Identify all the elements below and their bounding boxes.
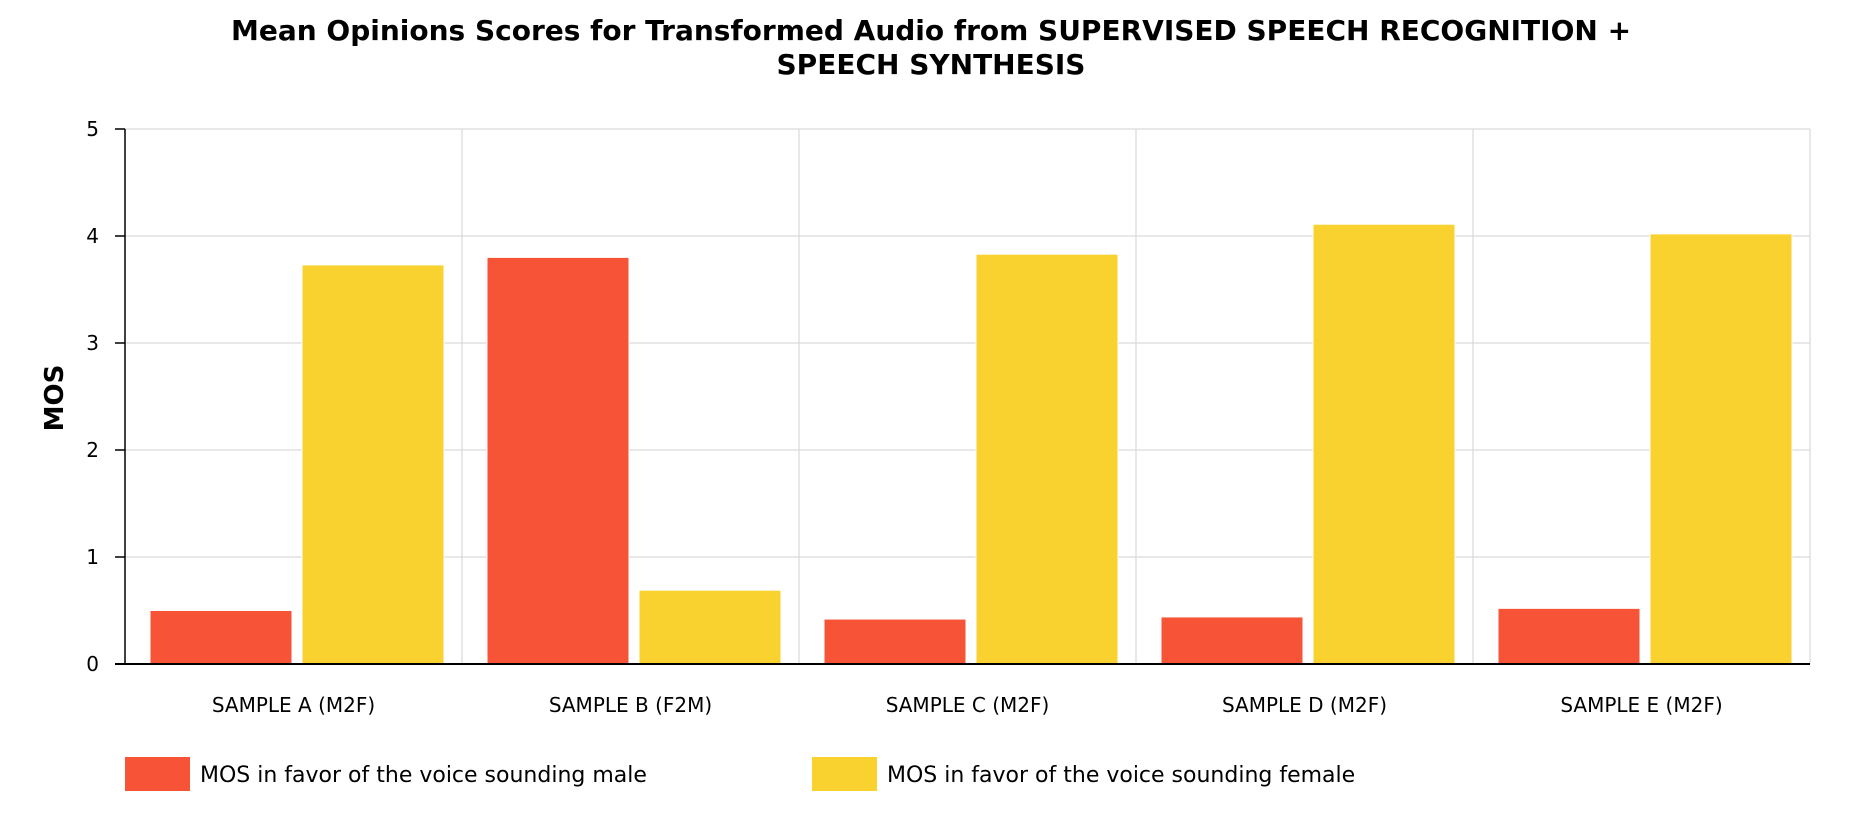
y-tick-label: 5	[86, 117, 99, 141]
y-tick-label: 4	[86, 224, 99, 248]
bars-layer	[149, 223, 1793, 665]
x-tick-label: SAMPLE A (M2F)	[212, 693, 375, 717]
bar-male-5	[1497, 607, 1641, 665]
y-tick-label: 1	[86, 545, 99, 569]
bar-female-2	[638, 589, 782, 665]
legend: MOS in favor of the voice sounding male M…	[125, 757, 1355, 791]
bar-female-4	[1312, 223, 1456, 665]
bar-male-3	[823, 618, 967, 665]
legend-label-male: MOS in favor of the voice sounding male	[200, 763, 647, 788]
bar-male-4	[1160, 616, 1304, 665]
legend-label-female: MOS in favor of the voice sounding femal…	[887, 763, 1355, 788]
y-tick-label: 2	[86, 438, 99, 462]
bar-female-1	[301, 264, 445, 665]
y-axis-title: MOS	[40, 365, 70, 432]
bar-male-2	[486, 256, 630, 665]
x-tick-label: SAMPLE B (F2M)	[549, 693, 712, 717]
bar-female-5	[1649, 233, 1793, 665]
chart-title-line-1: Mean Opinions Scores for Transformed Aud…	[230, 14, 1632, 47]
chart-title-line-2: SPEECH SYNTHESIS	[776, 48, 1086, 81]
ticks-layer: 0 1 2 3 4 5 SAMPLE A (M2F) SAMPLE B (F2M) SAMPLE…	[86, 117, 1722, 717]
bar-female-3	[975, 253, 1119, 665]
bar-male-1	[149, 610, 293, 665]
x-tick-label: SAMPLE D (M2F)	[1222, 693, 1387, 717]
axes-layer	[115, 128, 1810, 665]
legend-swatch-male	[125, 757, 190, 791]
y-tick-label: 3	[86, 331, 99, 355]
chart-title: Mean Opinions Scores for Transformed Aud…	[0, 14, 1862, 82]
legend-swatch-female	[812, 757, 877, 791]
y-tick-label: 0	[86, 652, 99, 676]
x-tick-label: SAMPLE E (M2F)	[1560, 693, 1722, 717]
x-tick-label: SAMPLE C (M2F)	[886, 693, 1050, 717]
